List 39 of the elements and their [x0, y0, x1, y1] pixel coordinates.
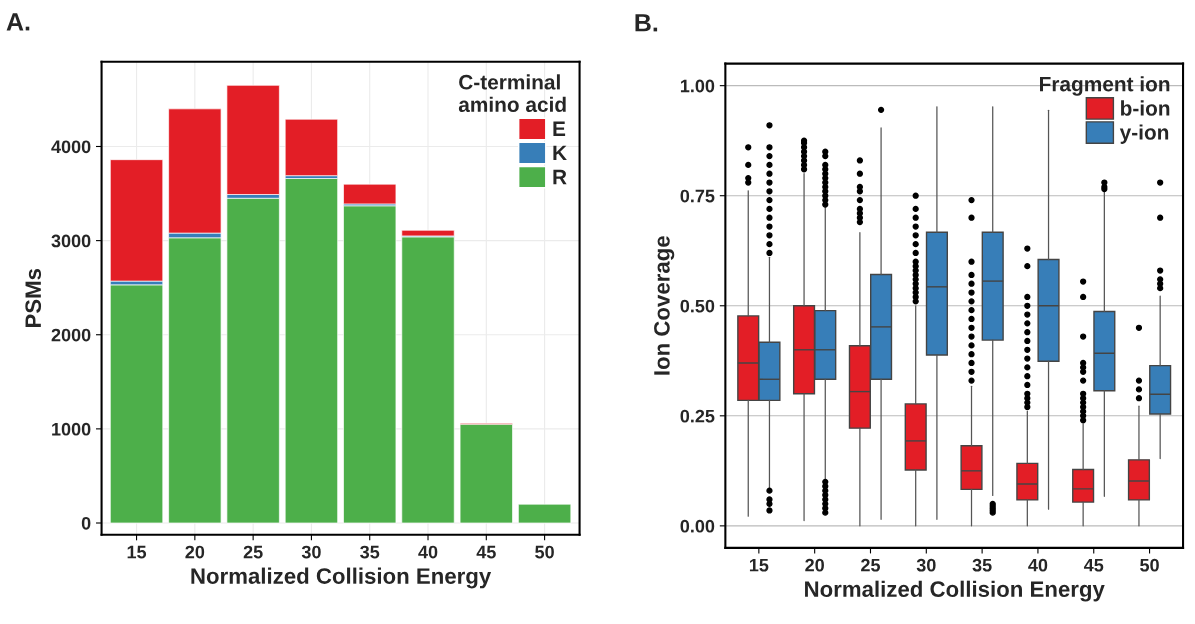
legend-label: b-ion — [1121, 100, 1170, 116]
y-tick-label: 3000 — [51, 234, 91, 248]
x-tick-label: 35 — [360, 545, 380, 559]
y-tick-label: 0 — [81, 516, 91, 530]
x-tick-label: 25 — [861, 558, 881, 572]
x-tick-label: 50 — [535, 545, 554, 559]
text: B. — [635, 14, 658, 32]
legend-label: y-ion — [1119, 124, 1169, 144]
legend-label: R — [553, 169, 567, 185]
y-tick-label: 1.00 — [680, 79, 715, 93]
y-axis-title: PSMs — [25, 268, 42, 328]
y-tick-label: 0.50 — [680, 299, 715, 313]
x-tick-label: 20 — [805, 558, 824, 572]
x-tick-label: 30 — [301, 545, 321, 559]
x-tick-label: 40 — [418, 545, 438, 559]
y-tick-label: 2000 — [51, 328, 91, 342]
y-axis-title: Ion Coverage — [654, 236, 675, 375]
legend-label: E — [553, 121, 566, 136]
x-tick-label: 40 — [1028, 558, 1048, 572]
y-tick-label: 1000 — [52, 422, 91, 436]
y-tick-label: 0.00 — [680, 519, 715, 533]
x-tick-label: 20 — [185, 545, 205, 559]
x-tick-label: 45 — [1083, 558, 1104, 572]
legend-label: K — [553, 145, 567, 161]
x-tick-label: 15 — [749, 558, 769, 572]
x-tick-label: 35 — [972, 558, 992, 572]
legend-title: Fragment ion — [1040, 76, 1170, 96]
y-tick-label: 0.25 — [680, 409, 715, 423]
x-tick-label: 15 — [127, 545, 147, 559]
x-axis-title: Normalized Collision Energy — [191, 567, 492, 589]
x-axis-title: Normalized Collision Energy — [805, 580, 1105, 602]
x-tick-label: 30 — [916, 558, 936, 572]
x-tick-label: 45 — [476, 545, 496, 559]
text: A. — [6, 13, 30, 31]
x-tick-label: 25 — [243, 545, 263, 559]
legend-title: C-terminal amino acid — [458, 74, 566, 113]
y-tick-label: 0.75 — [680, 189, 715, 203]
x-tick-label: 50 — [1140, 558, 1159, 572]
y-tick-label: 4000 — [51, 140, 91, 154]
